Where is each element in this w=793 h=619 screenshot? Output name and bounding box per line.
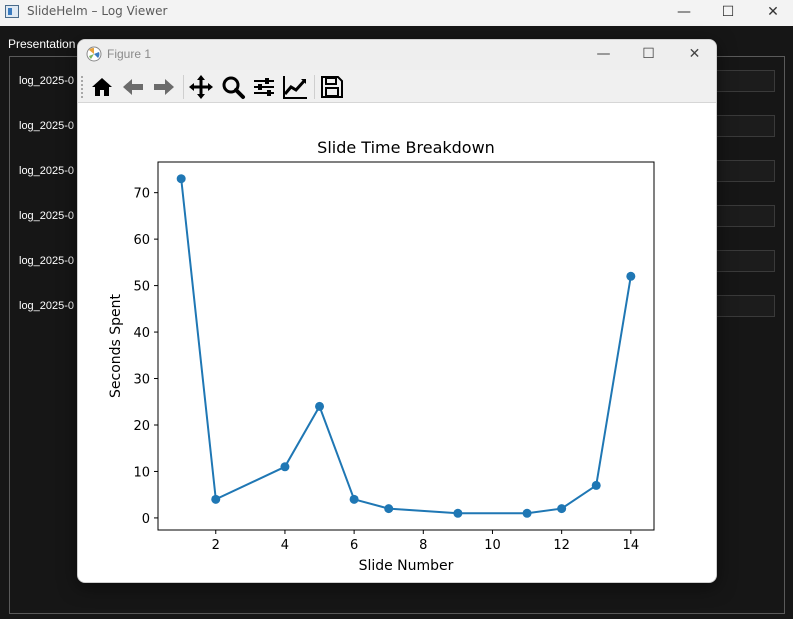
log-action-button[interactable] [716, 115, 775, 137]
x-tick-label: 8 [419, 538, 427, 553]
line-chart[interactable]: Slide Time Breakdown 2 4 6 8 10 12 14 0 10 20 30 40 5… [78, 103, 717, 583]
x-tick-label: 4 [281, 538, 289, 553]
log-action-button[interactable] [716, 205, 775, 227]
log-action-button[interactable] [716, 70, 775, 92]
y-tick-label: 30 [133, 373, 150, 388]
matplotlib-icon [86, 46, 102, 62]
figure-close-button[interactable]: ✕ [688, 46, 701, 62]
y-tick-label: 70 [133, 187, 150, 202]
log-action-button[interactable] [716, 160, 775, 182]
data-point [591, 480, 601, 490]
log-item[interactable]: log_2025-0 [19, 165, 75, 177]
edit-axis-icon[interactable] [281, 73, 309, 101]
y-tick-label: 10 [133, 465, 150, 480]
toolbar-separator [314, 75, 315, 99]
figure-title: Figure 1 [107, 47, 152, 61]
x-tick-label: 12 [553, 538, 570, 553]
data-point [349, 494, 359, 504]
figure-minimize-button[interactable]: — [596, 46, 611, 62]
figure-maximize-button[interactable]: ☐ [642, 46, 655, 62]
log-item[interactable]: log_2025-0 [19, 120, 75, 132]
x-tick-label: 10 [484, 538, 501, 553]
data-point [280, 462, 290, 472]
pan-icon[interactable] [187, 73, 215, 101]
figure-titlebar: Figure 1 — ☐ ✕ [78, 40, 716, 70]
back-arrow-icon[interactable] [119, 73, 147, 101]
figure-window: Figure 1 — ☐ ✕ Slid [77, 39, 717, 583]
zoom-icon[interactable] [219, 73, 247, 101]
figure-toolbar [78, 70, 716, 103]
app-close-button[interactable]: ✕ [767, 4, 779, 20]
log-item[interactable]: log_2025-0 [19, 255, 75, 267]
home-icon[interactable] [88, 73, 116, 101]
x-tick-label: 14 [623, 538, 640, 553]
data-point [522, 508, 532, 518]
y-axis-label: Seconds Spent [108, 293, 124, 398]
x-tick-label: 2 [212, 538, 220, 553]
chart-title: Slide Time Breakdown [317, 138, 495, 157]
app-title: SlideHelm – Log Viewer [27, 4, 168, 18]
app-maximize-button[interactable]: ☐ [721, 4, 735, 20]
toolbar-grip[interactable] [81, 76, 83, 98]
data-point [557, 504, 567, 514]
app-minimize-button[interactable]: — [677, 4, 691, 20]
save-icon[interactable] [318, 73, 346, 101]
log-item[interactable]: log_2025-0 [19, 210, 75, 222]
toolbar-separator [183, 75, 184, 99]
series-line [180, 178, 632, 515]
log-item[interactable]: log_2025-0 [19, 75, 75, 87]
y-tick-label: 0 [142, 512, 150, 527]
axes-frame [157, 161, 655, 531]
data-point [626, 271, 636, 281]
log-action-button[interactable] [716, 250, 775, 272]
x-axis-label: Slide Number [359, 558, 454, 574]
y-tick-label: 40 [133, 326, 150, 341]
data-point [453, 508, 463, 518]
y-tick-label: 60 [133, 233, 150, 248]
subplots-config-icon[interactable] [250, 73, 278, 101]
forward-arrow-icon[interactable] [150, 73, 178, 101]
log-item[interactable]: log_2025-0 [19, 300, 75, 312]
data-point [315, 401, 325, 411]
app-titlebar: SlideHelm – Log Viewer — ☐ ✕ [0, 0, 793, 26]
log-action-button[interactable] [716, 295, 775, 317]
y-tick-label: 20 [133, 419, 150, 434]
y-tick-label: 50 [133, 280, 150, 295]
data-point [384, 504, 394, 514]
presentation-section-label: Presentation [8, 37, 76, 51]
x-tick-label: 6 [350, 538, 358, 553]
app-icon [5, 5, 19, 18]
plot-canvas[interactable]: Slide Time Breakdown 2 4 6 8 10 12 14 0 10 20 30 40 5… [78, 103, 717, 583]
data-point [176, 174, 186, 184]
data-point [211, 494, 221, 504]
